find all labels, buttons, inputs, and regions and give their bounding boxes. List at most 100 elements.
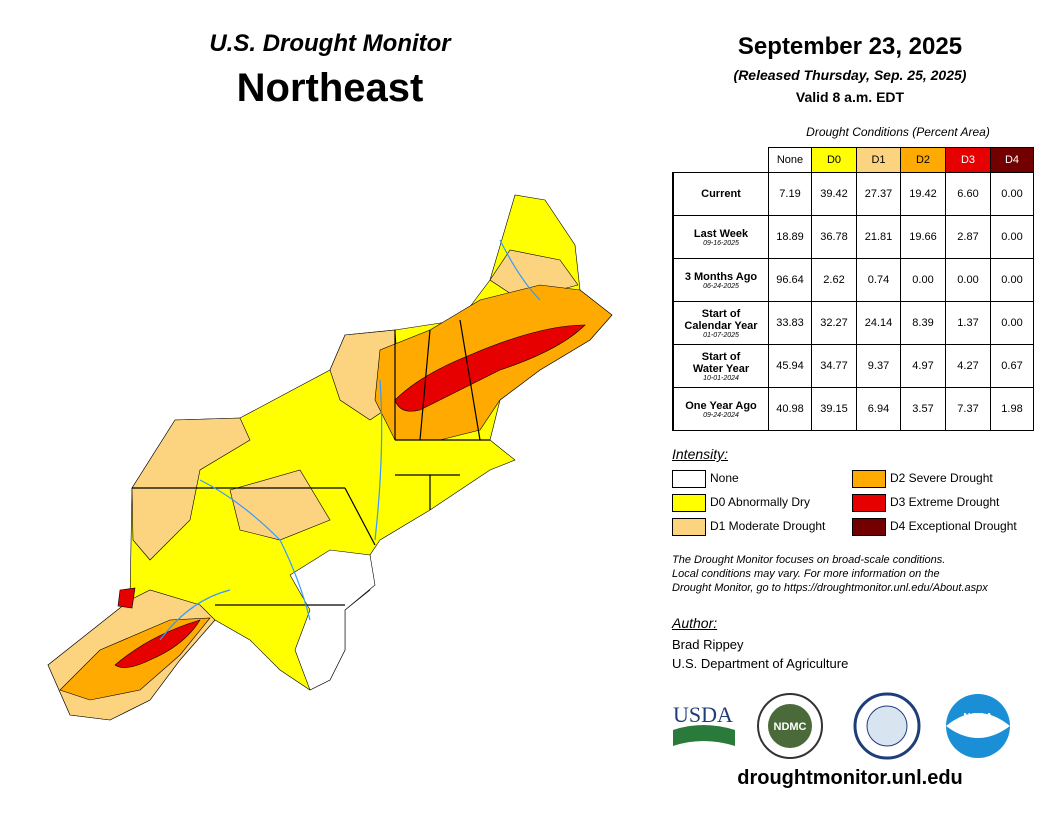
legend-swatch (672, 494, 706, 512)
cell: 32.27 (811, 301, 857, 345)
note-line: The Drought Monitor focuses on broad-sca… (672, 554, 946, 566)
url: droughtmonitor.unl.edu (737, 767, 963, 789)
column-header: D0 (811, 147, 857, 173)
note-line: Local conditions may vary. For more info… (672, 568, 940, 580)
ndmc-logo: NDMC (774, 721, 807, 733)
usda-wave (673, 725, 735, 746)
row-label-line: Last Week (693, 227, 749, 240)
row-date: 10-01-2024 (703, 374, 739, 382)
table-row: Current 7.19 39.42 27.37 19.42 6.60 0.00 (672, 172, 1034, 216)
cell: 2.62 (811, 258, 857, 302)
cell: 21.81 (856, 215, 901, 259)
cell: 6.60 (945, 172, 991, 216)
row-label: Start of Calendar Year 01-07-2025 (672, 301, 769, 345)
title: Northeast (236, 66, 424, 110)
table-row: Last Week 09-16-2025 18.89 36.78 21.81 19.66 2… (672, 215, 1034, 259)
header-row: None D0 D1 D2 D3 D4 (673, 147, 1034, 173)
cell: 1.37 (945, 301, 991, 345)
table-row: Start of Calendar Year 01-07-2025 33.83 32.2… (672, 301, 1034, 345)
table-row: Start of Water Year 10-01-2024 45.94 34.77 9.… (672, 344, 1034, 388)
cell: 0.00 (945, 258, 991, 302)
region-d3 (114, 619, 201, 668)
row-label-line: Start of (701, 350, 741, 363)
row-label-line: Calendar Year (684, 319, 758, 332)
map (47, 194, 613, 721)
cell: 24.14 (856, 301, 901, 345)
region-d1 (131, 417, 251, 561)
legend-swatch (852, 494, 886, 512)
cell: 4.97 (900, 344, 946, 388)
row-label: Current (672, 172, 769, 216)
row-label: Last Week 09-16-2025 (672, 215, 769, 259)
column-header: D3 (945, 147, 991, 173)
cell: 6.94 (856, 387, 901, 431)
table-caption: Drought Conditions (Percent Area) (806, 125, 990, 139)
region-none (289, 549, 376, 691)
cell: 0.00 (900, 258, 946, 302)
region-d3 (117, 587, 136, 609)
legend-label: D4 Exceptional Drought (890, 519, 1017, 533)
cell: 0.00 (990, 172, 1034, 216)
cell: 18.89 (768, 215, 812, 259)
cell: 3.57 (900, 387, 946, 431)
cell: 19.66 (900, 215, 946, 259)
cell: 0.00 (990, 301, 1034, 345)
cell: 36.78 (811, 215, 857, 259)
doc-seal-inner (866, 705, 908, 747)
table-row: One Year Ago 09-24-2024 40.98 39.15 6.94 3.57… (672, 387, 1034, 431)
legend-swatch (852, 518, 886, 536)
state-borders (132, 319, 490, 606)
legend-swatch (672, 518, 706, 536)
cell: 0.67 (990, 344, 1034, 388)
row-label-line: Water Year (692, 362, 750, 375)
cell: 34.77 (811, 344, 857, 388)
cell: 0.00 (990, 215, 1034, 259)
logos: USDA NDMC NOAA (673, 692, 1010, 760)
cell: 0.74 (856, 258, 901, 302)
legend-label: D1 Moderate Drought (710, 519, 826, 533)
note-line: Drought Monitor, go to https://droughtmo… (672, 582, 988, 594)
column-header: D2 (900, 147, 946, 173)
cell: 2.87 (945, 215, 991, 259)
row-label-line: 3 Months Ago (684, 270, 758, 283)
legend: None D0 Abnormally Dry D1 Moderate Drought… (672, 470, 1052, 540)
author-name: Brad Rippey (672, 637, 744, 652)
cell: 96.64 (768, 258, 812, 302)
legend-title: Intensity: (672, 446, 729, 462)
row-label: 3 Months Ago 06-24-2025 (672, 258, 769, 302)
cell: 40.98 (768, 387, 812, 431)
row-date: 09-24-2024 (703, 411, 739, 419)
cell: 7.37 (945, 387, 991, 431)
note: The Drought Monitor focuses on broad-sca… (672, 553, 988, 595)
row-date: 06-24-2025 (703, 282, 739, 290)
row-date: 09-16-2025 (703, 239, 739, 247)
row-label-line: Start of (701, 307, 741, 320)
cell: 39.42 (811, 172, 857, 216)
cell: 45.94 (768, 344, 812, 388)
region-d3 (394, 324, 586, 412)
ndmc-center (768, 704, 812, 748)
legend-label: D2 Severe Drought (890, 471, 993, 485)
cell: 4.27 (945, 344, 991, 388)
cell: 27.37 (856, 172, 901, 216)
cell: 7.19 (768, 172, 812, 216)
cell: 8.39 (900, 301, 946, 345)
row-date: 01-07-2025 (703, 331, 739, 339)
row-label: One Year Ago 09-24-2024 (672, 387, 769, 431)
usda-logo: USDA (673, 702, 733, 727)
rivers (159, 239, 541, 641)
valid: Valid 8 a.m. EDT (795, 89, 905, 105)
cell: 19.42 (900, 172, 946, 216)
cell: 0.00 (990, 258, 1034, 302)
cell: 9.37 (856, 344, 901, 388)
row-label-line: Current (701, 188, 741, 200)
cell: 33.83 (768, 301, 812, 345)
legend-swatch (672, 470, 706, 488)
subtitle: U.S. Drought Monitor (209, 30, 451, 57)
column-header: None (768, 147, 812, 173)
noaa-bird (946, 713, 1010, 738)
released: (Released Thursday, Sep. 25, 2025) (733, 67, 967, 83)
column-header: D4 (990, 147, 1034, 173)
author-title: Author: (672, 615, 718, 631)
